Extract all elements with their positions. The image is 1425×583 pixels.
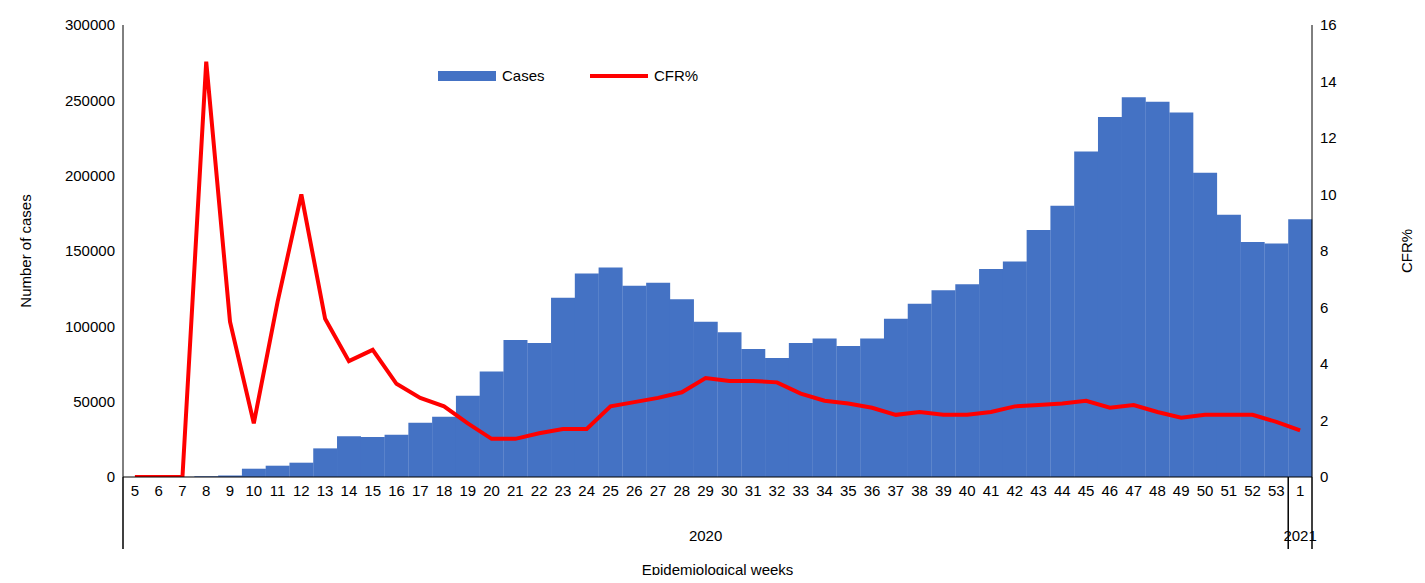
svg-text:6: 6	[154, 482, 162, 499]
svg-text:50: 50	[1197, 482, 1214, 499]
svg-text:250000: 250000	[65, 92, 115, 109]
svg-text:1: 1	[1296, 482, 1304, 499]
svg-text:29: 29	[697, 482, 714, 499]
svg-text:40: 40	[959, 482, 976, 499]
svg-text:41: 41	[983, 482, 1000, 499]
svg-text:21: 21	[507, 482, 524, 499]
svg-text:30: 30	[721, 482, 738, 499]
svg-text:CFR%: CFR%	[654, 67, 698, 84]
svg-text:6: 6	[1320, 299, 1328, 316]
svg-text:10: 10	[245, 482, 262, 499]
svg-text:0: 0	[1320, 468, 1328, 485]
svg-text:11: 11	[270, 482, 286, 499]
svg-text:2020: 2020	[689, 527, 722, 544]
svg-text:17: 17	[412, 482, 429, 499]
svg-text:47: 47	[1125, 482, 1142, 499]
svg-text:7: 7	[178, 482, 186, 499]
svg-text:2: 2	[1320, 412, 1328, 429]
svg-text:Number of cases: Number of cases	[17, 194, 34, 307]
svg-text:CFR%: CFR%	[1398, 229, 1415, 273]
svg-text:42: 42	[1006, 482, 1023, 499]
svg-text:48: 48	[1149, 482, 1166, 499]
svg-text:16: 16	[1320, 16, 1337, 33]
svg-text:100000: 100000	[65, 318, 115, 335]
svg-text:46: 46	[1102, 482, 1119, 499]
svg-text:20: 20	[483, 482, 500, 499]
svg-text:5: 5	[131, 482, 139, 499]
svg-text:43: 43	[1030, 482, 1047, 499]
svg-text:2021: 2021	[1283, 527, 1316, 544]
svg-text:14: 14	[341, 482, 358, 499]
svg-text:9: 9	[226, 482, 234, 499]
svg-text:4: 4	[1320, 355, 1328, 372]
svg-text:13: 13	[317, 482, 334, 499]
svg-text:10: 10	[1320, 186, 1337, 203]
svg-text:25: 25	[602, 482, 619, 499]
svg-text:15: 15	[364, 482, 381, 499]
svg-text:34: 34	[816, 482, 833, 499]
svg-text:300000: 300000	[65, 16, 115, 33]
svg-text:150000: 150000	[65, 242, 115, 259]
svg-text:36: 36	[864, 482, 881, 499]
svg-text:37: 37	[888, 482, 905, 499]
svg-text:12: 12	[1320, 129, 1337, 146]
svg-text:19: 19	[459, 482, 476, 499]
svg-text:33: 33	[792, 482, 809, 499]
svg-text:12: 12	[293, 482, 310, 499]
svg-text:24: 24	[578, 482, 595, 499]
svg-text:45: 45	[1078, 482, 1095, 499]
svg-text:49: 49	[1173, 482, 1190, 499]
svg-text:51: 51	[1220, 482, 1237, 499]
svg-text:28: 28	[673, 482, 690, 499]
svg-text:8: 8	[1320, 242, 1328, 259]
svg-text:0: 0	[107, 468, 115, 485]
svg-text:31: 31	[745, 482, 762, 499]
svg-text:Cases: Cases	[502, 67, 545, 84]
svg-text:14: 14	[1320, 73, 1337, 90]
svg-text:22: 22	[531, 482, 548, 499]
svg-text:26: 26	[626, 482, 643, 499]
svg-text:200000: 200000	[65, 167, 115, 184]
svg-text:52: 52	[1244, 482, 1261, 499]
svg-text:44: 44	[1054, 482, 1071, 499]
svg-text:38: 38	[911, 482, 928, 499]
svg-text:8: 8	[202, 482, 210, 499]
svg-text:35: 35	[840, 482, 857, 499]
svg-text:53: 53	[1268, 482, 1285, 499]
svg-text:23: 23	[555, 482, 572, 499]
svg-text:Epidemiological weeks: Epidemiological weeks	[642, 561, 794, 575]
svg-text:27: 27	[650, 482, 667, 499]
svg-text:50000: 50000	[73, 393, 115, 410]
svg-text:39: 39	[935, 482, 952, 499]
svg-text:16: 16	[388, 482, 405, 499]
svg-text:18: 18	[436, 482, 453, 499]
svg-text:32: 32	[769, 482, 786, 499]
